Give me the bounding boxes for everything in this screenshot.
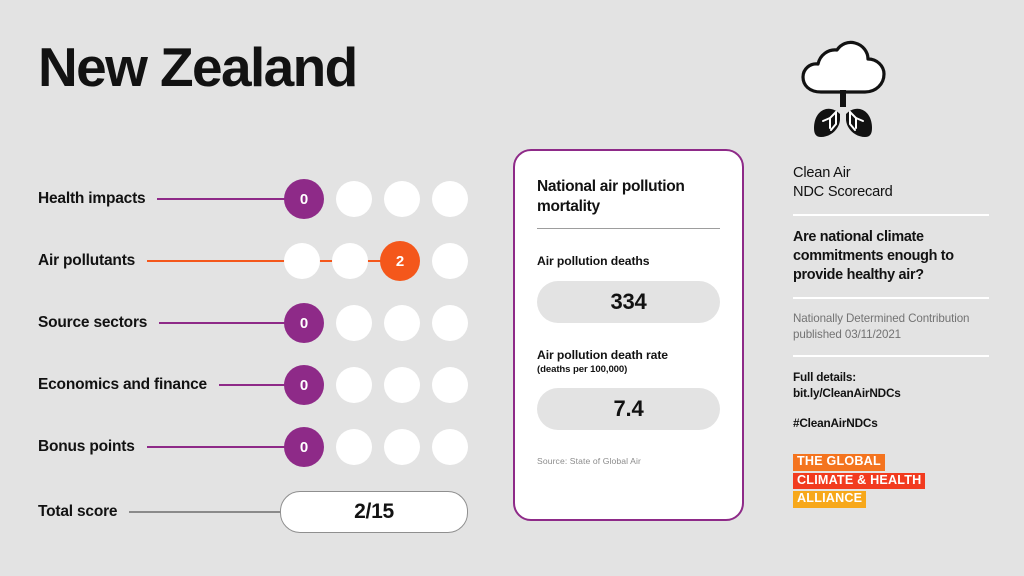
score-dot-empty[interactable] [432, 243, 468, 279]
gcha-logo-line-1-wrap: THE GLOBAL [793, 452, 925, 471]
score-dot-empty[interactable] [284, 243, 320, 279]
brand-title: Clean Air NDC Scorecard [793, 164, 989, 202]
score-dot-empty[interactable] [432, 181, 468, 217]
score-dot-filled[interactable]: 0 [284, 365, 324, 405]
gcha-logo-line-1: THE GLOBAL [793, 453, 885, 471]
total-score-connector [129, 511, 286, 513]
score-dot-empty[interactable] [336, 429, 372, 465]
score-row-label: Bonus points [38, 438, 135, 455]
score-row-label: Health impacts [38, 190, 146, 207]
gcha-logo: THE GLOBAL CLIMATE & HEALTH ALLIANCE [793, 452, 926, 508]
score-row-label: Air pollutants [38, 252, 136, 269]
full-details-block: Full details: bit.ly/CleanAirNDCs [793, 369, 989, 402]
score-dot-empty[interactable] [432, 305, 468, 341]
panel-divider-2 [793, 296, 989, 299]
score-dot-group: 0 [284, 303, 468, 343]
metric-value-death-rate: 7.4 [537, 388, 720, 431]
right-info-panel: Clean Air NDC Scorecard Are national cli… [793, 40, 989, 508]
score-row-label: Source sectors [38, 314, 148, 331]
score-dot-group: 0 [284, 365, 468, 405]
full-details-link[interactable]: bit.ly/CleanAirNDCs [793, 386, 901, 401]
score-row-connector [147, 260, 386, 262]
score-dot-empty[interactable] [336, 305, 372, 341]
score-dot-empty[interactable] [384, 305, 420, 341]
score-dot-empty[interactable] [336, 367, 372, 403]
score-row-connector [157, 198, 290, 200]
mortality-card: National air pollution mortality Air pol… [513, 149, 744, 521]
panel-divider-3 [793, 354, 989, 357]
score-dot-group: 0 [284, 427, 468, 467]
score-dot-group: 0 [284, 179, 468, 219]
metric-label-death-rate: Air pollution death rate [537, 348, 668, 363]
score-row: Bonus points 0 [38, 416, 468, 478]
panel-divider-1 [793, 213, 989, 216]
card-divider [537, 227, 720, 230]
score-dot-empty[interactable] [432, 429, 468, 465]
full-details-label: Full details: [793, 369, 856, 384]
score-row-connector [219, 384, 290, 386]
hashtag-label: #CleanAirNDCs [793, 415, 878, 430]
gcha-logo-line-3: ALLIANCE [793, 491, 867, 508]
brand-title-line-2: NDC Scorecard [793, 183, 893, 200]
score-row-connector [159, 322, 290, 324]
score-row: Source sectors 0 [38, 292, 468, 354]
score-dot-empty[interactable] [332, 243, 368, 279]
score-dot-empty[interactable] [384, 367, 420, 403]
gcha-logo-line-2: CLIMATE & HEALTH [793, 472, 926, 490]
score-dot-empty[interactable] [336, 181, 372, 217]
total-score-row: Total score 2/15 [38, 482, 468, 542]
score-dot-filled[interactable]: 0 [284, 303, 324, 343]
score-dot-filled[interactable]: 0 [284, 179, 324, 219]
score-dot-group: 2 [284, 241, 468, 281]
brand-question: Are national climate commitments enough … [793, 228, 954, 283]
mortality-card-title: National air pollution mortality [537, 178, 685, 215]
total-score-value: 2/15 [280, 491, 468, 533]
metric-label-deaths: Air pollution deaths [537, 254, 650, 269]
card-source-note: Source: State of Global Air [537, 456, 641, 467]
score-row: Health impacts 0 [38, 168, 468, 230]
score-dot-filled[interactable]: 2 [380, 241, 420, 281]
metric-sublabel-death-rate: (deaths per 100,000) [537, 364, 628, 376]
score-dot-empty[interactable] [384, 181, 420, 217]
brand-title-line-1: Clean Air [793, 165, 851, 181]
lungs-cloud-icon [793, 40, 989, 140]
gcha-logo-line-2-wrap: CLIMATE & HEALTH [793, 471, 926, 490]
gcha-logo-line-3-wrap: ALLIANCE [793, 489, 925, 508]
score-dot-empty[interactable] [384, 429, 420, 465]
scorecard-panel: Health impacts 0 Air pollutants 2 Source sec… [38, 168, 468, 542]
metric-value-deaths: 334 [537, 281, 720, 324]
total-score-label: Total score [38, 503, 118, 520]
score-row: Economics and finance 0 [38, 354, 468, 416]
score-row: Air pollutants 2 [38, 230, 468, 292]
score-dot-filled[interactable]: 0 [284, 427, 324, 467]
ndc-publication-note: Nationally Determined Contribution publi… [793, 311, 970, 341]
score-row-label: Economics and finance [38, 376, 207, 393]
score-dot-empty[interactable] [432, 367, 468, 403]
page-title: New Zealand [38, 36, 358, 98]
score-row-connector [147, 446, 290, 448]
